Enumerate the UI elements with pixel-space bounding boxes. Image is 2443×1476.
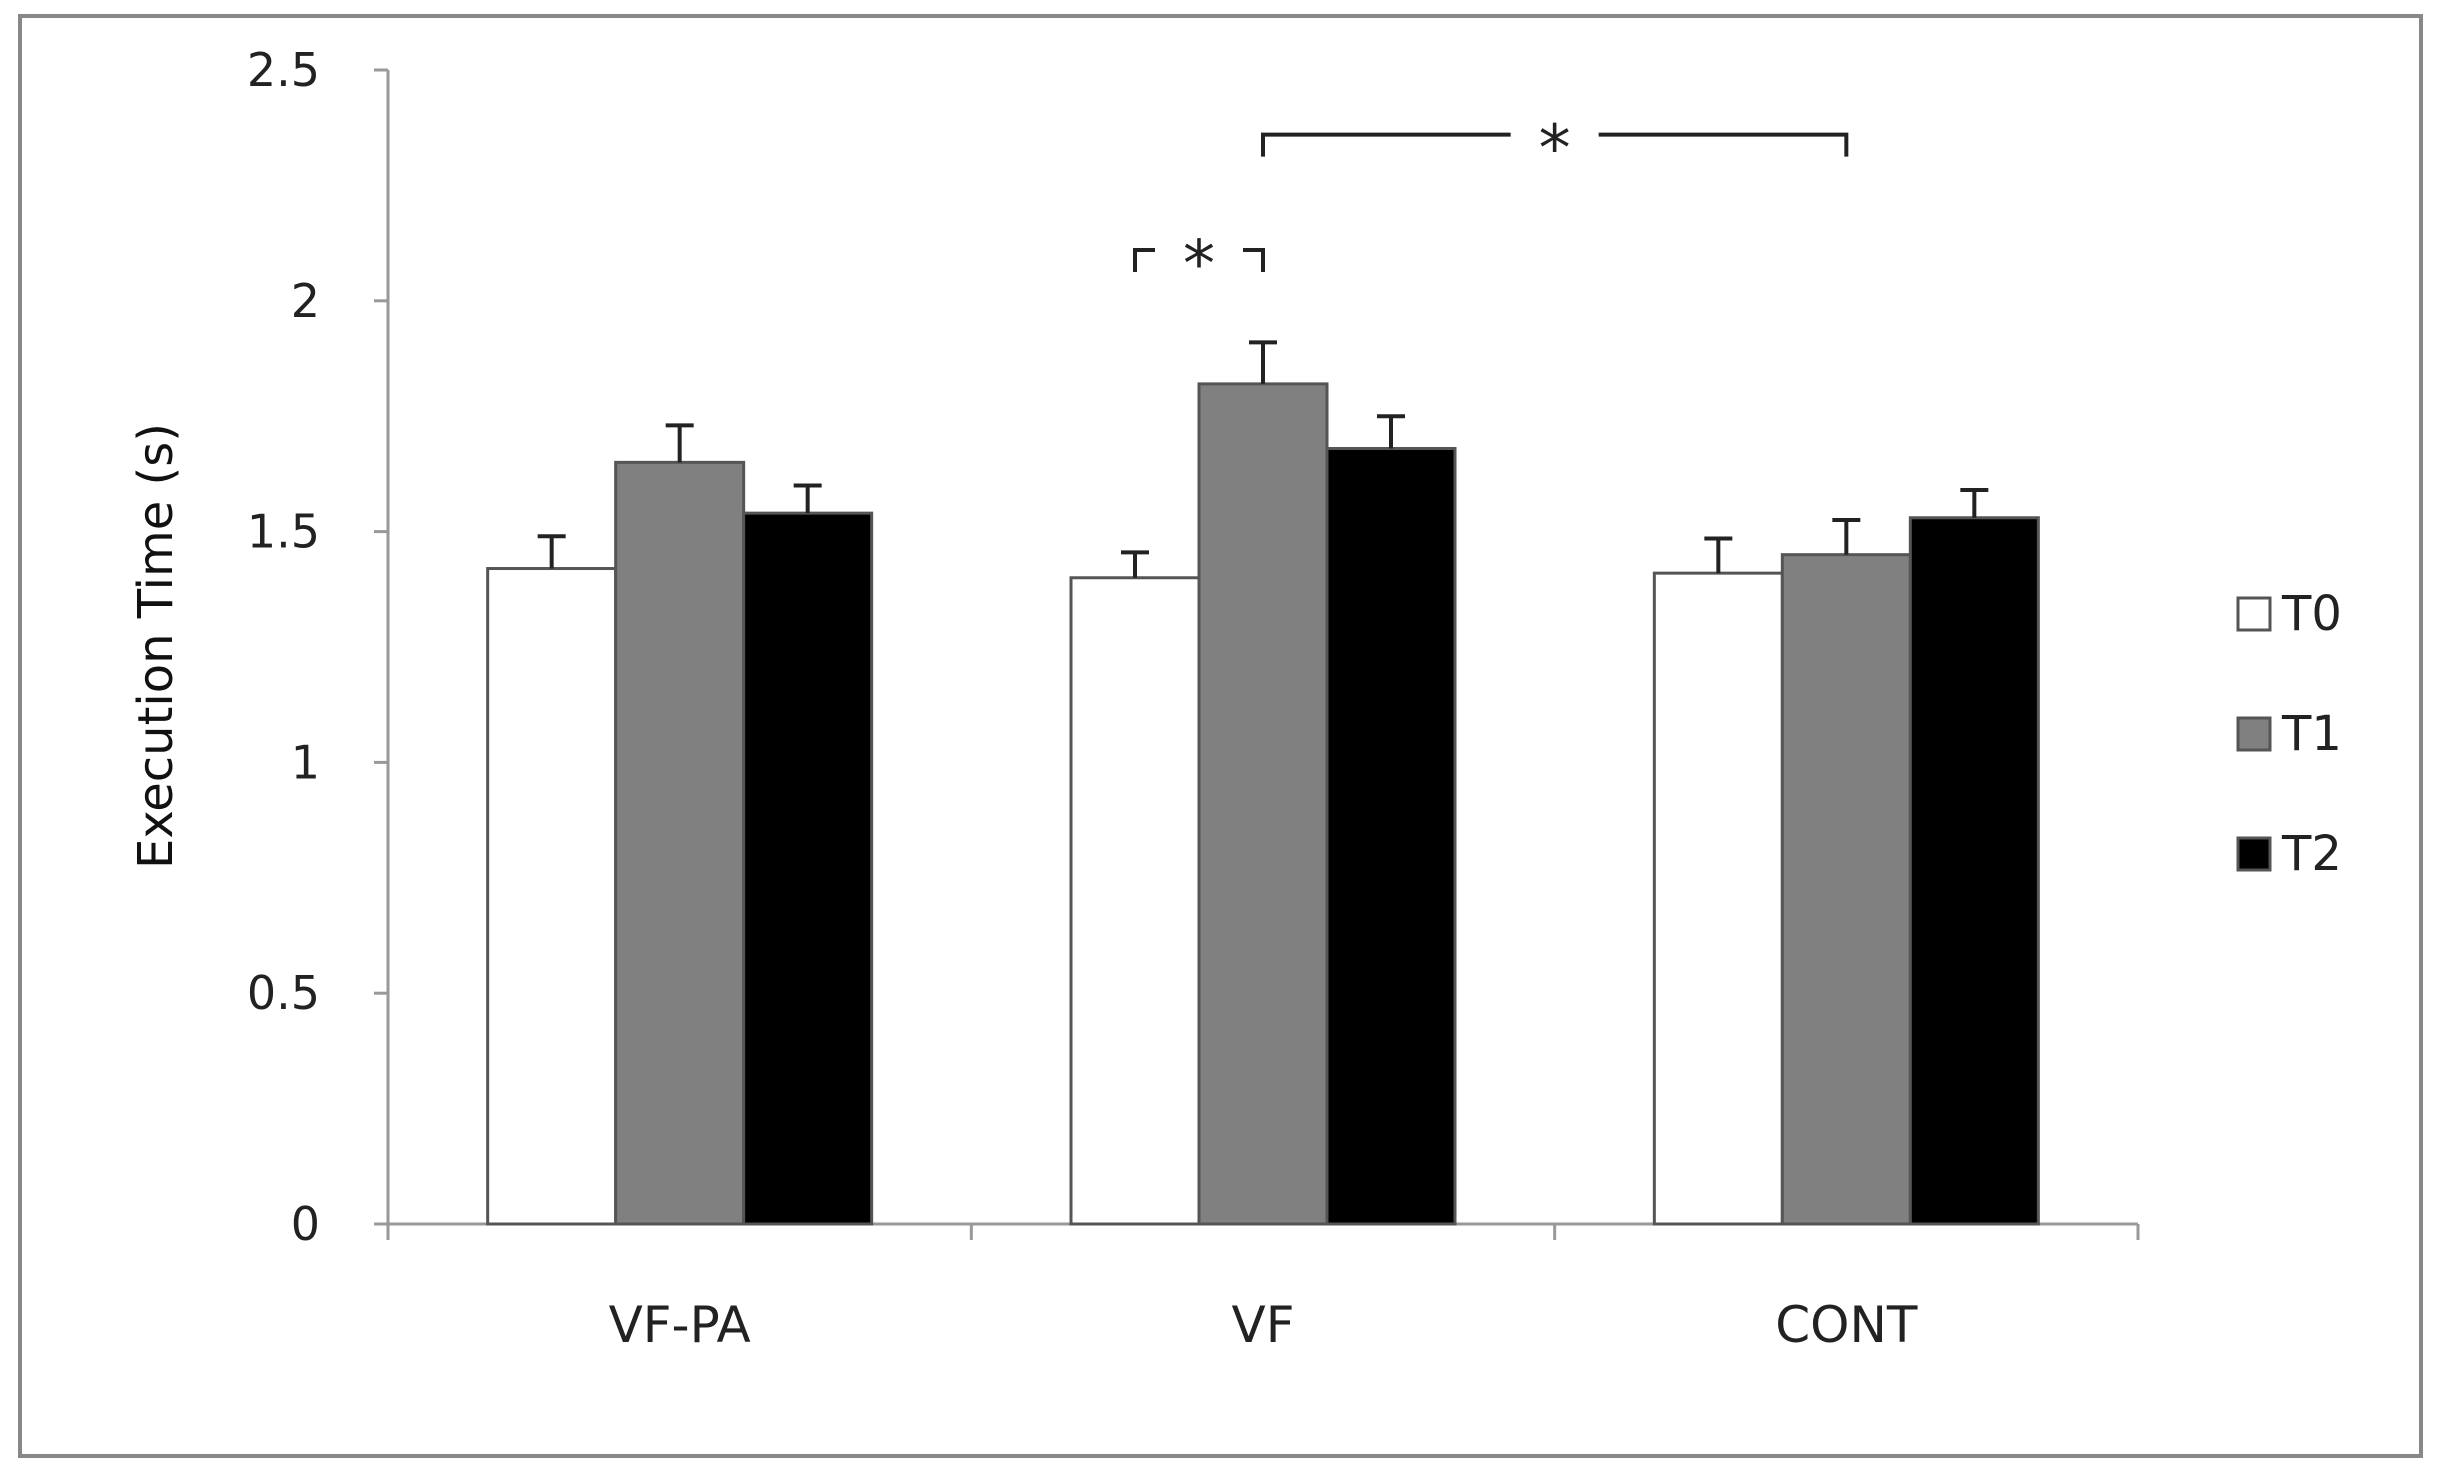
x-axis-ticks: VF-PA VF CONT (386, 1224, 2140, 1354)
legend-label: T2 (2281, 826, 2342, 882)
legend-swatch (2236, 836, 2272, 872)
y-tick-label: 1.5 (247, 505, 320, 559)
x-category-label: VF-PA (609, 1296, 751, 1354)
legend-label: T1 (2281, 706, 2342, 762)
significance-label: * (1539, 113, 1571, 187)
bar (1652, 571, 1784, 1226)
y-tick-label: 2 (291, 274, 320, 328)
significance-bracket-right (1243, 248, 1265, 273)
legend: T0 T1 T2 (2236, 586, 2342, 882)
significance-bracket-right (1598, 132, 1849, 157)
bar (614, 460, 746, 1226)
x-category-label: VF (1232, 1296, 1295, 1354)
y-tick-label: 0 (291, 1197, 320, 1251)
error-bars (537, 340, 1989, 578)
bar-marks (486, 382, 2040, 1226)
bar (1069, 576, 1201, 1226)
y-axis-ticks: 0 0.5 1 1.5 2 2.5 (247, 43, 388, 1251)
bar (1780, 553, 1912, 1226)
bar (1197, 382, 1329, 1226)
legend-swatch (2236, 596, 2272, 632)
bar (486, 567, 618, 1226)
legend-label: T0 (2281, 586, 2342, 642)
y-axis-title: Execution Time (s) (128, 423, 184, 869)
legend-swatch (2236, 716, 2272, 752)
bar (1908, 516, 2040, 1226)
y-tick-label: 1 (291, 735, 320, 789)
significance-bracket-left (1133, 248, 1155, 273)
bar (1325, 447, 1457, 1226)
x-category-label: CONT (1775, 1296, 1918, 1354)
bar (742, 511, 874, 1226)
significance-label: * (1183, 228, 1215, 302)
y-tick-label: 2.5 (247, 43, 320, 97)
significance-bracket-left (1261, 132, 1511, 157)
significance-annotations: ** (1133, 113, 1849, 302)
y-tick-label: 0.5 (247, 966, 320, 1020)
